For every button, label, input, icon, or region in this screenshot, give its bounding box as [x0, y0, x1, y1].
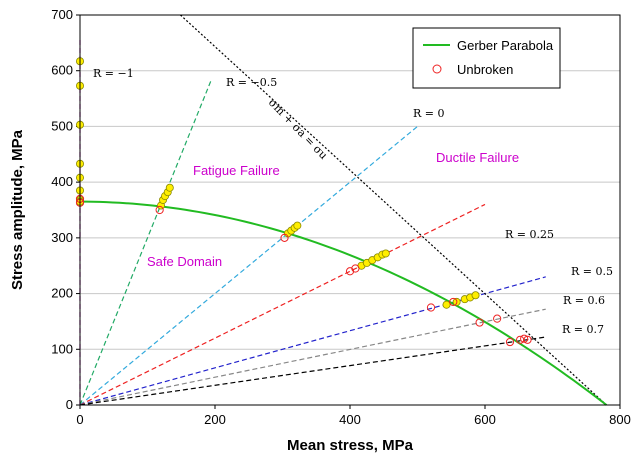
- load-line: [79, 78, 213, 406]
- r-label: R = 0.6: [563, 294, 605, 307]
- y-tick-label: 600: [51, 63, 73, 78]
- y-tick-label: 200: [51, 286, 73, 301]
- r-label: R = 0: [413, 107, 445, 120]
- x-tick-label: 800: [609, 412, 631, 427]
- annotation-ductile-failure: Ductile Failure: [436, 150, 519, 165]
- unbroken-point: [520, 334, 529, 343]
- load-line: [79, 308, 546, 406]
- x-tick-labels: 0 200 400 600 800: [76, 412, 630, 427]
- y-tick-label: 700: [51, 7, 73, 22]
- y-tick-label: 300: [51, 230, 73, 245]
- legend-box: [412, 27, 561, 89]
- data-points: [75, 57, 532, 347]
- load-line: [79, 203, 486, 406]
- r-label: R = 0.5: [571, 265, 613, 278]
- legend-gerber-label: Gerber Parabola: [457, 38, 554, 53]
- r-label: R = 0.7: [562, 323, 604, 336]
- unbroken-point: [155, 205, 164, 215]
- unbroken-point: [493, 314, 502, 323]
- unbroken-point: [426, 303, 436, 312]
- unbroken-point: [449, 297, 458, 307]
- failure-point: [381, 249, 390, 258]
- failure-point: [471, 291, 480, 300]
- annotation-safe-domain: Safe Domain: [147, 254, 222, 269]
- goodman-line-label: σm + σa = σu: [266, 96, 330, 162]
- x-tick-label: 400: [339, 412, 361, 427]
- legend-unbroken-marker: [432, 64, 442, 74]
- failure-point: [165, 183, 174, 192]
- r-label: R = −0.5: [226, 76, 277, 89]
- annotation-fatigue-failure: Fatigue Failure: [193, 163, 280, 178]
- y-tick-label: 500: [51, 118, 73, 133]
- y-axis-title: Stress amplitude, MPa: [9, 129, 26, 290]
- load-line: [79, 336, 546, 406]
- legend-unbroken-label: Unbroken: [457, 62, 513, 77]
- r-label: R = −1: [93, 67, 134, 80]
- goodman-line: [180, 14, 607, 406]
- y-tick-labels: 0 100 200 300 400 500 600 700: [51, 7, 73, 412]
- x-tick-label: 200: [204, 412, 226, 427]
- r-label: R = 0.25: [505, 228, 554, 241]
- failure-point: [293, 221, 302, 230]
- unbroken-point: [351, 264, 360, 273]
- unbroken-point: [280, 233, 289, 242]
- x-tick-label: 600: [474, 412, 496, 427]
- x-axis-title: Mean stress, MPa: [287, 437, 414, 454]
- y-tick-label: 100: [51, 341, 73, 356]
- failure-point: [442, 300, 451, 309]
- x-tick-label: 0: [76, 412, 83, 427]
- unbroken-point: [505, 337, 515, 347]
- unbroken-point: [523, 335, 532, 344]
- ratio-labels: σm + σa = σu R = −1 R = −0.5 R = 0 R = 0.25 R…: [93, 67, 613, 336]
- legend: Gerber Parabola Unbroken: [412, 27, 561, 89]
- load-line: [79, 125, 418, 406]
- unbroken-point: [475, 318, 484, 327]
- plot-frame: [79, 14, 621, 406]
- y-tick-label: 0: [66, 397, 73, 412]
- y-tick-label: 400: [51, 174, 73, 189]
